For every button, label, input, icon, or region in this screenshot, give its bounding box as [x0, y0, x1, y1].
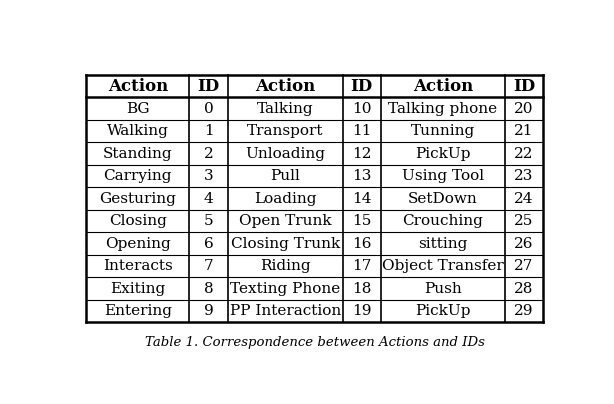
Text: PickUp: PickUp	[415, 304, 470, 318]
Text: Riding: Riding	[260, 259, 311, 273]
Text: Standing: Standing	[103, 147, 173, 161]
Text: 2: 2	[204, 147, 214, 161]
Text: Pull: Pull	[270, 169, 300, 183]
Text: 4: 4	[204, 191, 214, 206]
Text: Talking phone: Talking phone	[388, 102, 497, 116]
Text: 9: 9	[204, 304, 214, 318]
Text: 8: 8	[204, 282, 214, 295]
Text: Texting Phone: Texting Phone	[230, 282, 340, 295]
Text: Walking: Walking	[107, 124, 169, 138]
Text: Entering: Entering	[104, 304, 172, 318]
Text: Unloading: Unloading	[245, 147, 325, 161]
Text: 24: 24	[514, 191, 534, 206]
Text: 27: 27	[515, 259, 534, 273]
Text: PickUp: PickUp	[415, 147, 470, 161]
Text: Transport: Transport	[247, 124, 324, 138]
Text: Exiting: Exiting	[111, 282, 165, 295]
Text: ID: ID	[513, 78, 535, 95]
Text: Push: Push	[424, 282, 462, 295]
Text: Action: Action	[255, 78, 316, 95]
Text: 21: 21	[514, 124, 534, 138]
Text: Table 1. Correspondence between Actions and IDs: Table 1. Correspondence between Actions …	[145, 336, 484, 349]
Text: ID: ID	[351, 78, 373, 95]
Text: 23: 23	[515, 169, 534, 183]
Text: Interacts: Interacts	[103, 259, 173, 273]
Text: Opening: Opening	[105, 236, 171, 250]
Text: 1: 1	[204, 124, 214, 138]
Text: PP Interaction: PP Interaction	[230, 304, 341, 318]
Text: 22: 22	[514, 147, 534, 161]
Text: 14: 14	[352, 191, 371, 206]
Text: 12: 12	[352, 147, 371, 161]
Text: 13: 13	[352, 169, 371, 183]
Text: 26: 26	[514, 236, 534, 250]
Text: 3: 3	[204, 169, 214, 183]
Text: Object Transfer: Object Transfer	[382, 259, 503, 273]
Text: 11: 11	[352, 124, 371, 138]
Text: 19: 19	[352, 304, 371, 318]
Text: BG: BG	[126, 102, 150, 116]
Text: 6: 6	[204, 236, 214, 250]
Text: Using Tool: Using Tool	[402, 169, 484, 183]
Text: Action: Action	[413, 78, 473, 95]
Text: sitting: sitting	[418, 236, 468, 250]
Text: Crouching: Crouching	[402, 214, 483, 228]
Text: 28: 28	[515, 282, 534, 295]
Text: SetDown: SetDown	[408, 191, 478, 206]
Text: 20: 20	[514, 102, 534, 116]
Text: 5: 5	[204, 214, 214, 228]
Text: 10: 10	[352, 102, 371, 116]
Text: Closing Trunk: Closing Trunk	[231, 236, 340, 250]
Text: Loading: Loading	[254, 191, 316, 206]
Text: 18: 18	[352, 282, 371, 295]
Text: Action: Action	[107, 78, 168, 95]
Text: Closing: Closing	[109, 214, 167, 228]
Text: Tunning: Tunning	[411, 124, 475, 138]
Text: Talking: Talking	[257, 102, 314, 116]
Text: 0: 0	[204, 102, 214, 116]
Text: Carrying: Carrying	[104, 169, 172, 183]
Text: 25: 25	[515, 214, 534, 228]
Text: 16: 16	[352, 236, 371, 250]
Text: 29: 29	[514, 304, 534, 318]
Text: ID: ID	[198, 78, 220, 95]
Text: 15: 15	[352, 214, 371, 228]
Text: Open Trunk: Open Trunk	[239, 214, 332, 228]
Text: 17: 17	[352, 259, 371, 273]
Text: 7: 7	[204, 259, 214, 273]
Text: Gesturing: Gesturing	[99, 191, 176, 206]
